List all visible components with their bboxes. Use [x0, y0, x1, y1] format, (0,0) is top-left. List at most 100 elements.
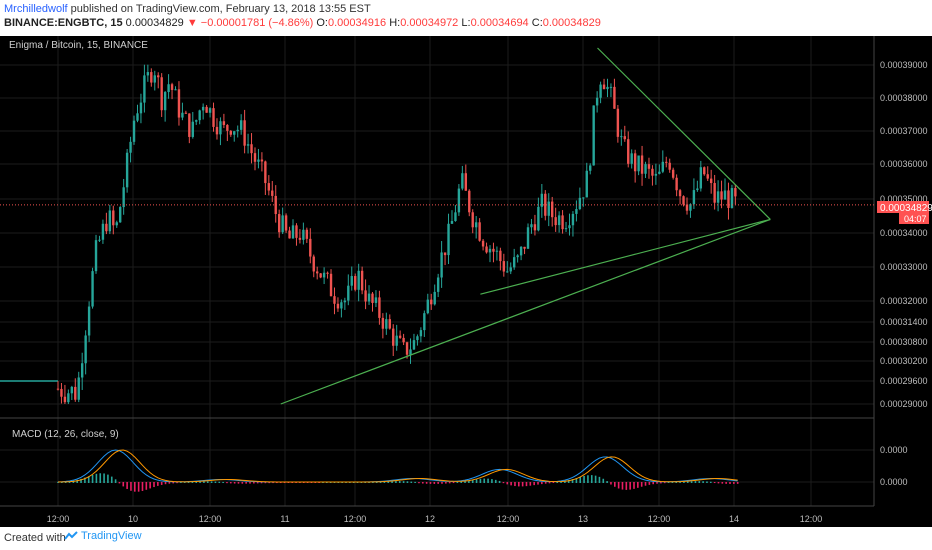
macd-hist-bar [306, 482, 309, 484]
candle-body [170, 84, 174, 90]
candle-body [592, 105, 595, 166]
candle-body [274, 195, 277, 215]
macd-hist-bar [95, 473, 98, 483]
macd-hist-bar [441, 482, 443, 484]
candle-body [640, 155, 644, 174]
candle-body [716, 191, 720, 203]
macd-hist-bar [295, 482, 297, 484]
candle-body [115, 222, 118, 226]
macd-hist-bar [644, 482, 647, 486]
macd-hist-bar [57, 481, 59, 483]
macd-hist-bar [287, 482, 290, 484]
candle-body [125, 152, 129, 188]
candle-body [295, 225, 298, 238]
macd-hist-bar [195, 481, 198, 483]
candle-body [87, 306, 91, 336]
candle-body [60, 388, 63, 397]
macd-hist-bar [141, 482, 144, 491]
candle-body [208, 108, 212, 113]
trendline-ascending-lower [280, 218, 771, 405]
candle-body [540, 193, 544, 207]
macd-hist-bar [610, 482, 612, 485]
candle-body [333, 296, 336, 304]
macd-hist-bar [180, 481, 182, 483]
candle-body [613, 86, 616, 109]
candle-body [457, 188, 461, 213]
tradingview-brand[interactable]: TradingView [64, 530, 142, 542]
candle-body [647, 164, 651, 169]
candle-body [595, 97, 599, 106]
x-tick-label: 11 [280, 514, 289, 524]
macd-hist-bar [702, 481, 704, 483]
macd-hist-bar [375, 481, 378, 483]
author-link[interactable]: Mrchilledwolf [4, 3, 68, 15]
price-tag-bg [877, 201, 929, 213]
macd-hist-bar [694, 481, 697, 483]
macd-hist-bar [176, 482, 178, 484]
chart-title: Enigma / Bitcoin, 15, BINANCE [9, 40, 148, 51]
candle-body [499, 250, 502, 262]
candle-body [305, 229, 309, 239]
candle-body [537, 206, 540, 231]
candle-body [557, 215, 561, 226]
macd-hist-bar [260, 482, 263, 484]
macd-hist-bar [571, 479, 574, 483]
macd-hist-bar [548, 482, 551, 484]
candle-body [374, 297, 378, 303]
candle-body [709, 178, 713, 184]
candle-body [167, 84, 170, 93]
candle-body [177, 89, 181, 118]
candle-body [105, 223, 108, 232]
candle-body [302, 229, 305, 240]
y-tick-label: 0.00029000 [880, 399, 928, 409]
macd-hist-bar [552, 482, 555, 484]
chart-svg[interactable]: 0.0000 0.0000 0.00029000 0.00029600 0.00030… [0, 26, 932, 527]
candle-body [423, 313, 426, 331]
macd-hist-bar [652, 482, 654, 485]
macd-hist-bar [99, 473, 102, 483]
y-tick-label: 0.00033000 [880, 262, 928, 272]
countdown-tag: 04:07 [904, 214, 927, 224]
candle-body [633, 153, 637, 172]
candle-body [606, 86, 609, 90]
candle-body [77, 377, 80, 400]
ohlc-close: 0.00034829 [542, 17, 601, 29]
symbol-label: BINANCE:ENGBTC, 15 [4, 17, 123, 29]
candle-body [354, 276, 357, 290]
macd-hist-bar [130, 482, 132, 491]
macd-tick-label: 0.0000 [880, 477, 908, 487]
y-tick-label: 0.00036000 [880, 159, 928, 169]
candle-body [198, 110, 201, 121]
candle-body [551, 201, 554, 218]
macd-hist-bar [372, 481, 374, 483]
macd-hist-bar [203, 481, 205, 483]
candle-body [309, 238, 312, 257]
candle-body [443, 252, 447, 256]
candle-body [696, 188, 699, 191]
macd-hist-bar [91, 474, 94, 483]
publish-line: Mrchilledwolf published on TradingView.c… [4, 3, 371, 15]
ohlc-high: 0.00034972 [400, 17, 459, 29]
macd-hist-bar [241, 482, 244, 484]
macd-hist-bar [149, 482, 151, 489]
macd-hist-bar [134, 482, 136, 492]
macd-hist-bar [686, 481, 689, 483]
macd-hist-bar [663, 482, 666, 484]
ohlc-low: 0.00034694 [470, 17, 529, 29]
candle-body [84, 335, 87, 364]
candle-body [378, 297, 381, 318]
candle-body [474, 222, 478, 228]
candle-body [419, 330, 423, 337]
candle-body [143, 75, 146, 103]
candle-body [564, 228, 568, 230]
candle-body [426, 299, 429, 314]
macd-hist-bar [291, 482, 294, 484]
candle-body [678, 190, 682, 197]
macd-hist-bar [253, 482, 255, 484]
candle-body [668, 162, 671, 170]
candle-body [616, 108, 620, 137]
chart-area[interactable]: 0.0000 0.0000 0.00029000 0.00029600 0.00030… [0, 26, 932, 527]
candle-body [233, 131, 236, 135]
candle-body [727, 190, 730, 208]
candle-body [430, 299, 433, 305]
